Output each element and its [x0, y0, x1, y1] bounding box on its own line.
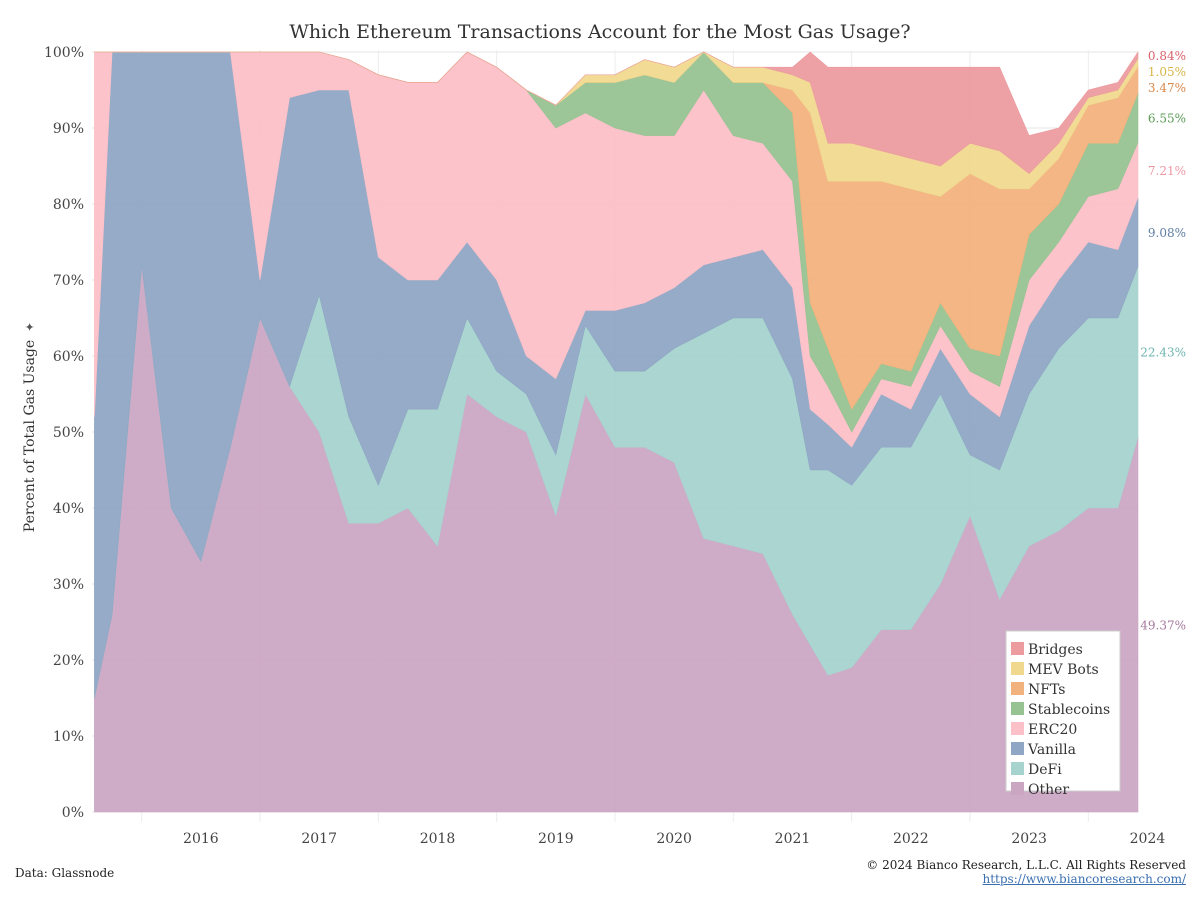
legend-label: Stablecoins — [1028, 702, 1110, 718]
legend-label: Other — [1028, 782, 1069, 798]
y-axis-label: Percent of Total Gas Usage — [22, 340, 38, 532]
end-label: 0.84% — [1148, 49, 1186, 63]
legend-swatch — [1011, 782, 1024, 795]
legend-box — [1005, 630, 1121, 792]
legend-label: Bridges — [1028, 642, 1083, 658]
legend-swatch — [1011, 702, 1024, 715]
x-tick-label: 2016 — [183, 831, 219, 847]
y-tick-label: 0% — [62, 805, 84, 821]
end-label: 22.43% — [1140, 346, 1186, 360]
y-tick-label: 80% — [53, 197, 84, 213]
stacked-areas — [94, 51, 1139, 813]
legend-label: MEV Bots — [1028, 662, 1099, 678]
end-value-labels: 0.84% 1.05% 3.47% 6.55% 7.21% 9.08% 22.43% 49.3… — [1140, 49, 1186, 632]
legend-swatch — [1011, 722, 1024, 735]
area-bridges — [94, 51, 1139, 175]
y-tick-label: 100% — [44, 45, 84, 61]
x-tick-label: 2018 — [420, 831, 456, 847]
y-tick-label: 90% — [53, 121, 84, 137]
footer-credits: © 2024 Bianco Research, L.L.C. All Right… — [866, 858, 1186, 886]
end-label: 1.05% — [1148, 65, 1186, 79]
y-axis-label-group: Percent of Total Gas Usage ✦ — [22, 322, 38, 532]
y-tick-label: 60% — [53, 349, 84, 365]
pin-icon[interactable]: ✦ — [23, 322, 37, 332]
y-tick-label: 20% — [53, 653, 84, 669]
end-label: 49.37% — [1140, 618, 1186, 632]
x-tick-label: 2022 — [893, 831, 929, 847]
x-tick-label: 2020 — [656, 831, 692, 847]
legend-label: ERC20 — [1028, 722, 1077, 738]
copyright: © 2024 Bianco Research, L.L.C. All Right… — [866, 858, 1186, 872]
x-tick-label: 2021 — [775, 831, 811, 847]
legend: Bridges MEV Bots NFTs Stablecoins ERC20 Vanil… — [1005, 630, 1121, 798]
legend-swatch — [1011, 662, 1024, 675]
y-tick-label: 70% — [53, 273, 84, 289]
y-tick-label: 50% — [53, 425, 84, 441]
y-axis-ticks: 0% 10% 20% 30% 40% 50% 60% 70% 80% 90% 100% — [44, 45, 84, 821]
data-source: Data: Glassnode — [15, 866, 115, 880]
end-label: 9.08% — [1148, 226, 1186, 240]
legend-label: Vanilla — [1027, 742, 1076, 758]
legend-swatch — [1011, 762, 1024, 775]
end-label: 7.21% — [1148, 164, 1186, 178]
legend-swatch — [1011, 742, 1024, 755]
x-tick-label: 2024 — [1130, 831, 1166, 847]
end-label: 3.47% — [1148, 81, 1186, 95]
y-tick-label: 40% — [53, 501, 84, 517]
x-axis-ticks: 2016 2017 2018 2019 2020 2021 2022 2023 2024 — [183, 831, 1165, 847]
chart-title: Which Ethereum Transactions Account for … — [289, 21, 910, 43]
y-tick-label: 10% — [53, 729, 84, 745]
website-link[interactable]: https://www.biancoresearch.com/ — [982, 872, 1186, 886]
legend-swatch — [1011, 682, 1024, 695]
x-tick-label: 2017 — [301, 831, 337, 847]
legend-label: DeFi — [1028, 762, 1062, 778]
legend-label: NFTs — [1028, 682, 1065, 698]
y-tick-label: 30% — [53, 577, 84, 593]
x-tick-label: 2023 — [1011, 831, 1047, 847]
legend-swatch — [1011, 642, 1024, 655]
x-tick-label: 2019 — [538, 831, 574, 847]
end-label: 6.55% — [1148, 112, 1186, 126]
